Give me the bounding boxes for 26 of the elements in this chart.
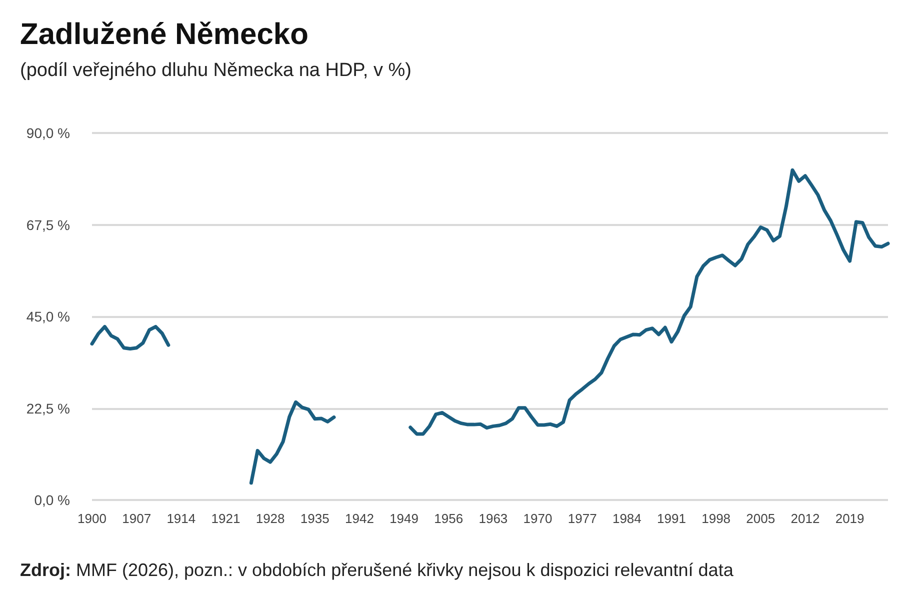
x-tick-label: 1991 bbox=[657, 511, 686, 526]
y-tick-label: 67,5 % bbox=[26, 216, 70, 233]
x-tick-label: 1914 bbox=[166, 511, 196, 526]
x-tick-label: 1900 bbox=[78, 511, 106, 526]
x-tick-label: 1949 bbox=[390, 511, 418, 526]
x-tick-label: 1977 bbox=[568, 511, 597, 526]
y-tick-label: 90,0 % bbox=[26, 125, 70, 141]
chart-title: Zadlužené Německo bbox=[20, 18, 308, 52]
chart-subtitle: (podíl veřejného dluhu Německa na HDP, v %) bbox=[20, 60, 412, 82]
y-tick-label: 0,0 % bbox=[34, 492, 70, 508]
x-tick-label: 1984 bbox=[612, 511, 642, 526]
x-tick-label: 1928 bbox=[256, 511, 285, 526]
x-tick-label: 1970 bbox=[523, 511, 552, 526]
x-tick-label: 1921 bbox=[211, 511, 240, 526]
text: Zdroj: MMF (2026), pozn.: v obdobích přerušené křivky nejsou k dispozici relevantní data bbox=[20, 560, 734, 581]
x-tick-label: 2019 bbox=[835, 511, 864, 526]
x-tick-label: 1963 bbox=[478, 511, 508, 526]
x-tick-label: 1956 bbox=[434, 511, 464, 526]
y-tick-label: 22,5 % bbox=[26, 400, 70, 416]
x-tick-label: 1998 bbox=[702, 511, 731, 526]
x-tick-label: 2012 bbox=[790, 511, 820, 526]
x-tick-label: 1907 bbox=[122, 511, 152, 526]
y-tick-label: 45,0 % bbox=[26, 308, 70, 324]
x-tick-label: 1942 bbox=[344, 511, 374, 526]
x-tick-label: 2005 bbox=[746, 511, 776, 526]
x-tick-label: 1935 bbox=[300, 511, 330, 526]
